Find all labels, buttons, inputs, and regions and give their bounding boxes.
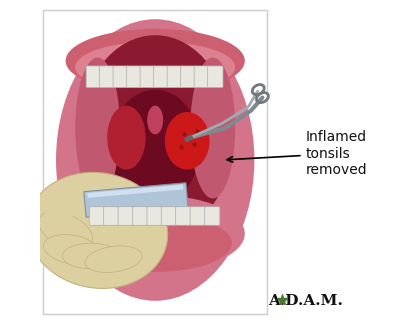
FancyBboxPatch shape xyxy=(167,66,182,88)
Ellipse shape xyxy=(28,172,168,288)
Ellipse shape xyxy=(110,90,200,205)
Ellipse shape xyxy=(78,214,232,272)
Ellipse shape xyxy=(147,106,163,134)
FancyBboxPatch shape xyxy=(132,207,148,225)
FancyBboxPatch shape xyxy=(181,66,196,88)
FancyBboxPatch shape xyxy=(161,207,177,225)
Polygon shape xyxy=(87,185,183,198)
FancyBboxPatch shape xyxy=(204,207,220,225)
FancyBboxPatch shape xyxy=(113,66,128,88)
FancyBboxPatch shape xyxy=(147,207,162,225)
Ellipse shape xyxy=(66,29,245,93)
FancyBboxPatch shape xyxy=(190,207,206,225)
FancyBboxPatch shape xyxy=(154,66,169,88)
Ellipse shape xyxy=(66,195,245,272)
Ellipse shape xyxy=(39,212,92,249)
Ellipse shape xyxy=(38,194,74,222)
FancyBboxPatch shape xyxy=(194,66,210,88)
Text: A.D.A.M.: A.D.A.M. xyxy=(268,294,343,308)
FancyBboxPatch shape xyxy=(100,66,115,88)
FancyBboxPatch shape xyxy=(89,207,105,225)
Ellipse shape xyxy=(78,35,232,240)
FancyBboxPatch shape xyxy=(86,66,102,88)
Text: Inflamed
tonsils
removed: Inflamed tonsils removed xyxy=(227,131,367,177)
Ellipse shape xyxy=(107,106,146,170)
FancyBboxPatch shape xyxy=(43,10,267,314)
Ellipse shape xyxy=(190,58,235,198)
FancyBboxPatch shape xyxy=(118,207,134,225)
FancyBboxPatch shape xyxy=(104,207,119,225)
Ellipse shape xyxy=(85,246,142,273)
FancyBboxPatch shape xyxy=(127,66,142,88)
Ellipse shape xyxy=(44,235,100,265)
Polygon shape xyxy=(84,183,188,217)
FancyBboxPatch shape xyxy=(176,207,191,225)
FancyBboxPatch shape xyxy=(208,66,223,88)
Ellipse shape xyxy=(75,42,235,93)
Ellipse shape xyxy=(75,58,120,198)
Ellipse shape xyxy=(165,112,210,170)
Ellipse shape xyxy=(56,19,254,301)
Ellipse shape xyxy=(62,243,120,269)
FancyBboxPatch shape xyxy=(140,66,156,88)
